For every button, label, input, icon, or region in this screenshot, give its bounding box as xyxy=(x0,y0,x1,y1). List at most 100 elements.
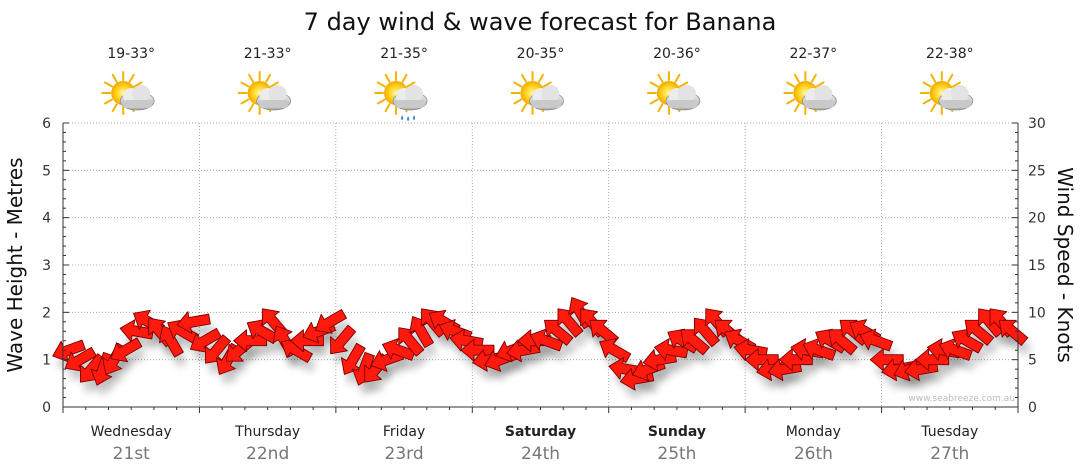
sun-ray xyxy=(952,81,961,88)
wind-arrow-shadow xyxy=(319,319,351,344)
wind-arrow xyxy=(869,348,904,372)
sun-ray xyxy=(128,73,135,83)
sun-cloud-icon xyxy=(646,71,701,115)
sun-ray xyxy=(406,81,416,88)
wind-arrow xyxy=(998,319,1029,346)
wind-arrows xyxy=(52,297,1029,391)
temperature-range: 22-38° xyxy=(926,46,974,62)
right-y-tick-labels: 0 5 10 15 20 25 30 xyxy=(1028,116,1046,416)
sun-ray xyxy=(538,73,544,83)
sun-ray xyxy=(513,98,523,105)
grid xyxy=(63,122,1018,407)
day-date-label: 22nd xyxy=(246,444,289,464)
sun-cloud-icon xyxy=(237,71,292,115)
left-axis-title: Wave Height - Metres xyxy=(3,157,27,372)
cloud-base xyxy=(122,100,153,108)
sun-ray xyxy=(649,81,659,88)
day-name-label: Tuesday xyxy=(920,424,978,440)
sun-ray xyxy=(649,98,659,105)
wind-arrow xyxy=(544,319,574,346)
wind-arrow xyxy=(460,338,495,362)
day-name-label: Sunday xyxy=(648,424,706,440)
cloud-puff xyxy=(677,85,696,103)
day-name-label: Wednesday xyxy=(91,424,172,440)
wind-arrow xyxy=(205,334,232,364)
credit-watermark: www.seabreeze.com.au xyxy=(908,394,1015,404)
day-date-label: 21st xyxy=(113,444,150,464)
wind-arrow xyxy=(52,339,86,363)
wind-arrow-shadow xyxy=(114,347,146,372)
wind-arrow xyxy=(964,319,995,346)
right-tick-label: 30 xyxy=(1028,116,1046,132)
wind-arrow xyxy=(744,348,779,372)
sun-ray xyxy=(111,73,118,83)
wind-arrow xyxy=(599,338,632,363)
left-tick-label: 0 xyxy=(42,400,51,416)
sun-ray xyxy=(111,103,118,113)
sun-ray xyxy=(384,103,391,113)
sun-cloud-icon xyxy=(783,71,837,115)
day-date-label: 26th xyxy=(794,444,833,464)
day-date-label: 27th xyxy=(930,444,969,464)
left-tick-label: 6 xyxy=(42,116,51,132)
rain-drop xyxy=(407,116,410,121)
day-name-label: Saturday xyxy=(505,424,576,440)
left-tick-label: 1 xyxy=(42,353,51,369)
wind-arrow xyxy=(589,319,619,346)
wind-arrow xyxy=(330,324,357,355)
wind-arrow xyxy=(693,317,720,348)
sun-ray xyxy=(521,73,527,83)
sun-ray xyxy=(657,73,664,83)
cloud-puff xyxy=(405,85,424,103)
sun-ray xyxy=(104,98,113,105)
sun-ray xyxy=(248,73,255,83)
sun-ray xyxy=(384,73,391,83)
sun-ray xyxy=(657,103,664,113)
sun-ray xyxy=(133,81,143,88)
sun-ray xyxy=(922,98,932,105)
sun-ray xyxy=(269,81,279,88)
cloud-puff xyxy=(814,85,833,103)
sun-cloud-rain-icon xyxy=(374,71,428,121)
sun-ray xyxy=(815,81,825,88)
right-tick-label: 5 xyxy=(1028,353,1037,369)
right-tick-label: 20 xyxy=(1028,211,1046,227)
day-date-label: 25th xyxy=(657,444,696,464)
wind-arrow-shadow xyxy=(334,335,360,364)
sun-ray xyxy=(810,73,817,83)
cloud-base xyxy=(804,100,835,108)
wind-arrow xyxy=(557,308,584,338)
wind-arrow xyxy=(340,342,366,375)
day-name-label: Monday xyxy=(786,424,841,440)
sun-ray xyxy=(679,81,689,88)
wind-arrow xyxy=(110,337,143,363)
cloud-puff xyxy=(950,85,969,103)
wind-arrow xyxy=(280,338,313,363)
sun-ray xyxy=(786,81,796,88)
temperature-range: 22-37° xyxy=(790,46,838,62)
cloud-base xyxy=(395,100,426,108)
daily-temperatures: 19-33° 21-33° 21-35° 20-35° 20-36° 22-37° 22-3… xyxy=(107,46,973,62)
left-tick-label: 3 xyxy=(42,258,51,274)
cloud-base xyxy=(531,100,562,108)
left-tick-label: 2 xyxy=(42,305,51,321)
day-name-label: Thursday xyxy=(234,424,300,440)
sun-ray xyxy=(930,73,937,83)
sun-ray xyxy=(104,81,113,88)
wind-arrow xyxy=(315,309,347,334)
sun-ray xyxy=(542,81,552,88)
sun-ray xyxy=(265,73,272,83)
sun-ray xyxy=(674,73,681,83)
wind-arrow xyxy=(802,338,837,361)
sun-ray xyxy=(521,103,527,113)
wind-arrow xyxy=(398,327,425,357)
sun-ray xyxy=(930,103,937,113)
wind-arrow xyxy=(529,328,564,352)
day-date-label: 23rd xyxy=(385,444,424,464)
sun-ray xyxy=(376,81,386,88)
temperature-range: 21-33° xyxy=(244,46,292,62)
temperature-range: 19-33° xyxy=(107,46,155,62)
wind-arrow xyxy=(409,316,434,349)
temperature-range: 20-35° xyxy=(517,46,565,62)
